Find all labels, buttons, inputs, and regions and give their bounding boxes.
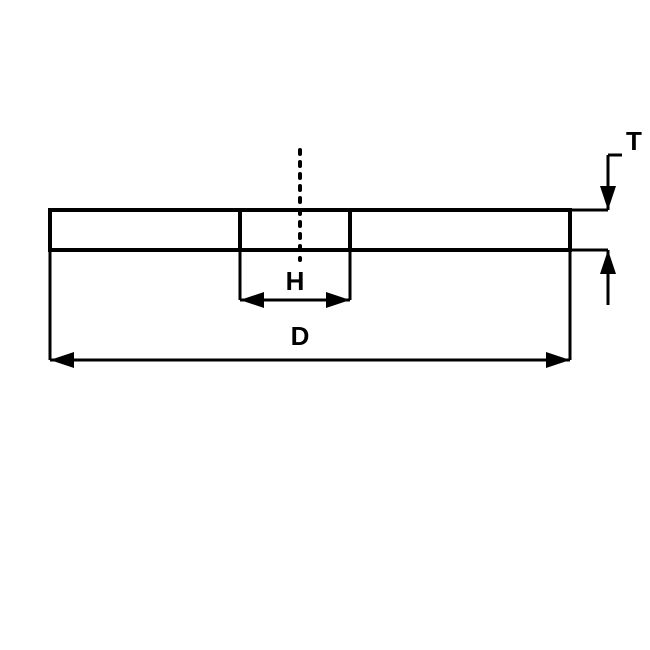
dimension-diagram: DH T [0, 0, 650, 650]
label-t: T [626, 126, 642, 156]
label-h: H [286, 266, 305, 296]
label-d: D [291, 321, 310, 351]
